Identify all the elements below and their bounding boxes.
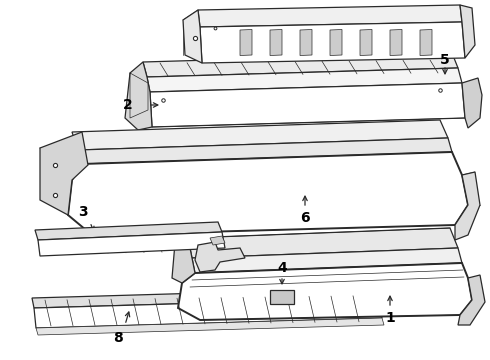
Polygon shape bbox=[210, 236, 225, 245]
Polygon shape bbox=[72, 120, 448, 150]
Polygon shape bbox=[125, 62, 152, 130]
Text: 1: 1 bbox=[385, 311, 395, 325]
Text: 8: 8 bbox=[113, 331, 123, 345]
Polygon shape bbox=[32, 288, 378, 308]
Polygon shape bbox=[420, 30, 432, 55]
Polygon shape bbox=[143, 53, 458, 77]
Polygon shape bbox=[198, 5, 462, 27]
Polygon shape bbox=[178, 263, 472, 320]
Polygon shape bbox=[188, 228, 458, 258]
Polygon shape bbox=[195, 242, 245, 272]
Polygon shape bbox=[183, 10, 202, 63]
Text: 5: 5 bbox=[440, 53, 450, 67]
Polygon shape bbox=[192, 248, 462, 273]
Polygon shape bbox=[270, 290, 294, 304]
Polygon shape bbox=[172, 238, 195, 283]
Polygon shape bbox=[390, 30, 402, 55]
Polygon shape bbox=[147, 68, 462, 92]
Polygon shape bbox=[462, 78, 482, 128]
Polygon shape bbox=[270, 30, 282, 55]
Polygon shape bbox=[200, 22, 465, 63]
Text: 6: 6 bbox=[300, 211, 310, 225]
Text: 4: 4 bbox=[277, 261, 287, 275]
Polygon shape bbox=[68, 152, 468, 235]
Polygon shape bbox=[38, 232, 225, 256]
Polygon shape bbox=[150, 83, 465, 127]
Polygon shape bbox=[36, 318, 384, 335]
Text: 2: 2 bbox=[123, 98, 133, 112]
Polygon shape bbox=[78, 138, 452, 164]
Polygon shape bbox=[455, 172, 480, 240]
Text: 7: 7 bbox=[207, 248, 217, 262]
Polygon shape bbox=[34, 298, 382, 328]
Text: 3: 3 bbox=[78, 205, 88, 219]
Polygon shape bbox=[35, 222, 222, 240]
Polygon shape bbox=[330, 30, 342, 55]
Polygon shape bbox=[240, 30, 252, 55]
Polygon shape bbox=[300, 30, 312, 55]
Polygon shape bbox=[360, 30, 372, 55]
Polygon shape bbox=[458, 275, 485, 325]
Polygon shape bbox=[40, 132, 88, 215]
Polygon shape bbox=[460, 5, 475, 58]
